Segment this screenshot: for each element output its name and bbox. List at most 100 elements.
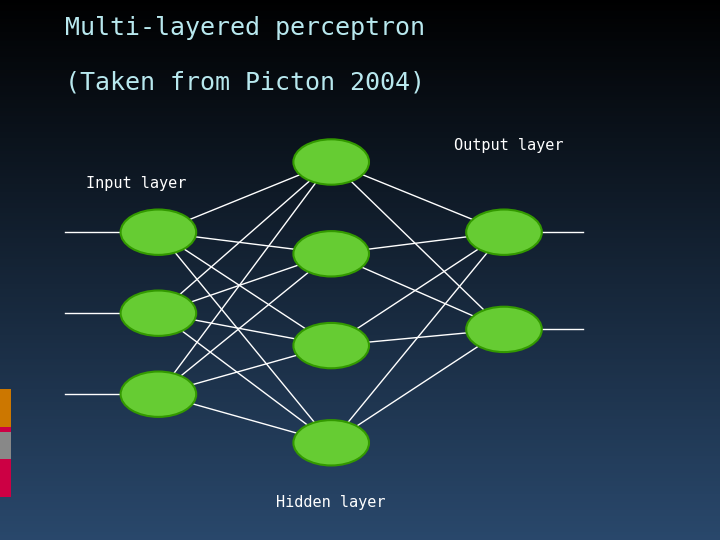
Bar	[0, 135, 720, 138]
Bar	[0, 246, 720, 248]
Ellipse shape	[294, 420, 369, 465]
Bar	[0, 437, 720, 440]
Bar	[0, 475, 720, 478]
Bar	[0, 370, 720, 373]
Bar	[0, 497, 720, 500]
Bar	[0, 154, 720, 157]
Bar	[0, 300, 720, 302]
Bar	[0, 338, 720, 340]
Bar	[0, 346, 720, 348]
Bar	[0, 427, 11, 497]
Bar	[0, 459, 720, 462]
Bar	[0, 162, 720, 165]
Bar	[0, 440, 720, 443]
Bar	[0, 70, 720, 73]
Bar	[0, 286, 720, 289]
Bar	[0, 483, 720, 486]
Bar	[0, 5, 720, 8]
Bar	[0, 38, 720, 40]
Bar	[0, 432, 720, 435]
Bar	[0, 232, 720, 235]
Bar	[0, 194, 720, 197]
Bar	[0, 518, 720, 521]
Bar	[0, 265, 720, 267]
Bar	[0, 11, 720, 14]
Bar	[0, 389, 11, 427]
Bar	[0, 321, 720, 324]
Bar	[0, 167, 720, 170]
Bar	[0, 159, 720, 162]
Bar	[0, 3, 720, 5]
Bar	[0, 408, 720, 410]
Bar	[0, 65, 720, 68]
Bar	[0, 140, 720, 143]
Bar	[0, 364, 720, 367]
Bar	[0, 392, 720, 394]
Bar	[0, 386, 720, 389]
Bar	[0, 59, 720, 62]
Bar	[0, 221, 720, 224]
Bar	[0, 73, 720, 76]
Bar	[0, 262, 720, 265]
Bar	[0, 273, 720, 275]
Bar	[0, 510, 720, 513]
Bar	[0, 22, 720, 24]
Bar	[0, 413, 720, 416]
Bar	[0, 340, 720, 343]
Bar	[0, 97, 720, 100]
Bar	[0, 462, 720, 464]
Bar	[0, 259, 720, 262]
Bar	[0, 200, 720, 202]
Bar	[0, 348, 720, 351]
Bar	[0, 267, 720, 270]
Ellipse shape	[294, 231, 369, 276]
Bar	[0, 173, 720, 176]
Bar	[0, 275, 720, 278]
Bar	[0, 332, 720, 335]
Bar	[0, 62, 720, 65]
Bar	[0, 40, 720, 43]
Bar	[0, 54, 720, 57]
Bar	[0, 416, 720, 418]
Bar	[0, 418, 720, 421]
Bar	[0, 170, 720, 173]
Bar	[0, 178, 720, 181]
Bar	[0, 281, 720, 284]
Ellipse shape	[294, 139, 369, 185]
Bar	[0, 235, 720, 238]
Bar	[0, 505, 720, 508]
Bar	[0, 16, 720, 19]
Bar	[0, 451, 720, 454]
Bar	[0, 116, 720, 119]
Bar	[0, 189, 720, 192]
Bar	[0, 448, 720, 451]
Bar	[0, 35, 720, 38]
Bar	[0, 354, 720, 356]
Bar	[0, 294, 720, 297]
Bar	[0, 181, 720, 184]
Bar	[0, 362, 720, 364]
Bar	[0, 464, 720, 467]
Bar	[0, 86, 720, 89]
Bar	[0, 108, 720, 111]
Bar	[0, 305, 720, 308]
Bar	[0, 57, 720, 59]
Ellipse shape	[121, 210, 196, 255]
Ellipse shape	[467, 210, 541, 255]
Bar	[0, 375, 720, 378]
Bar	[0, 251, 720, 254]
Bar	[0, 46, 720, 49]
Bar	[0, 81, 720, 84]
Bar	[0, 49, 720, 51]
Bar	[0, 103, 720, 105]
Bar	[0, 227, 720, 229]
Bar	[0, 197, 720, 200]
Bar	[0, 491, 720, 494]
Bar	[0, 278, 720, 281]
Bar	[0, 43, 720, 46]
Bar	[0, 157, 720, 159]
Bar	[0, 213, 720, 216]
Bar	[0, 124, 720, 127]
Bar	[0, 24, 720, 27]
Bar	[0, 165, 720, 167]
